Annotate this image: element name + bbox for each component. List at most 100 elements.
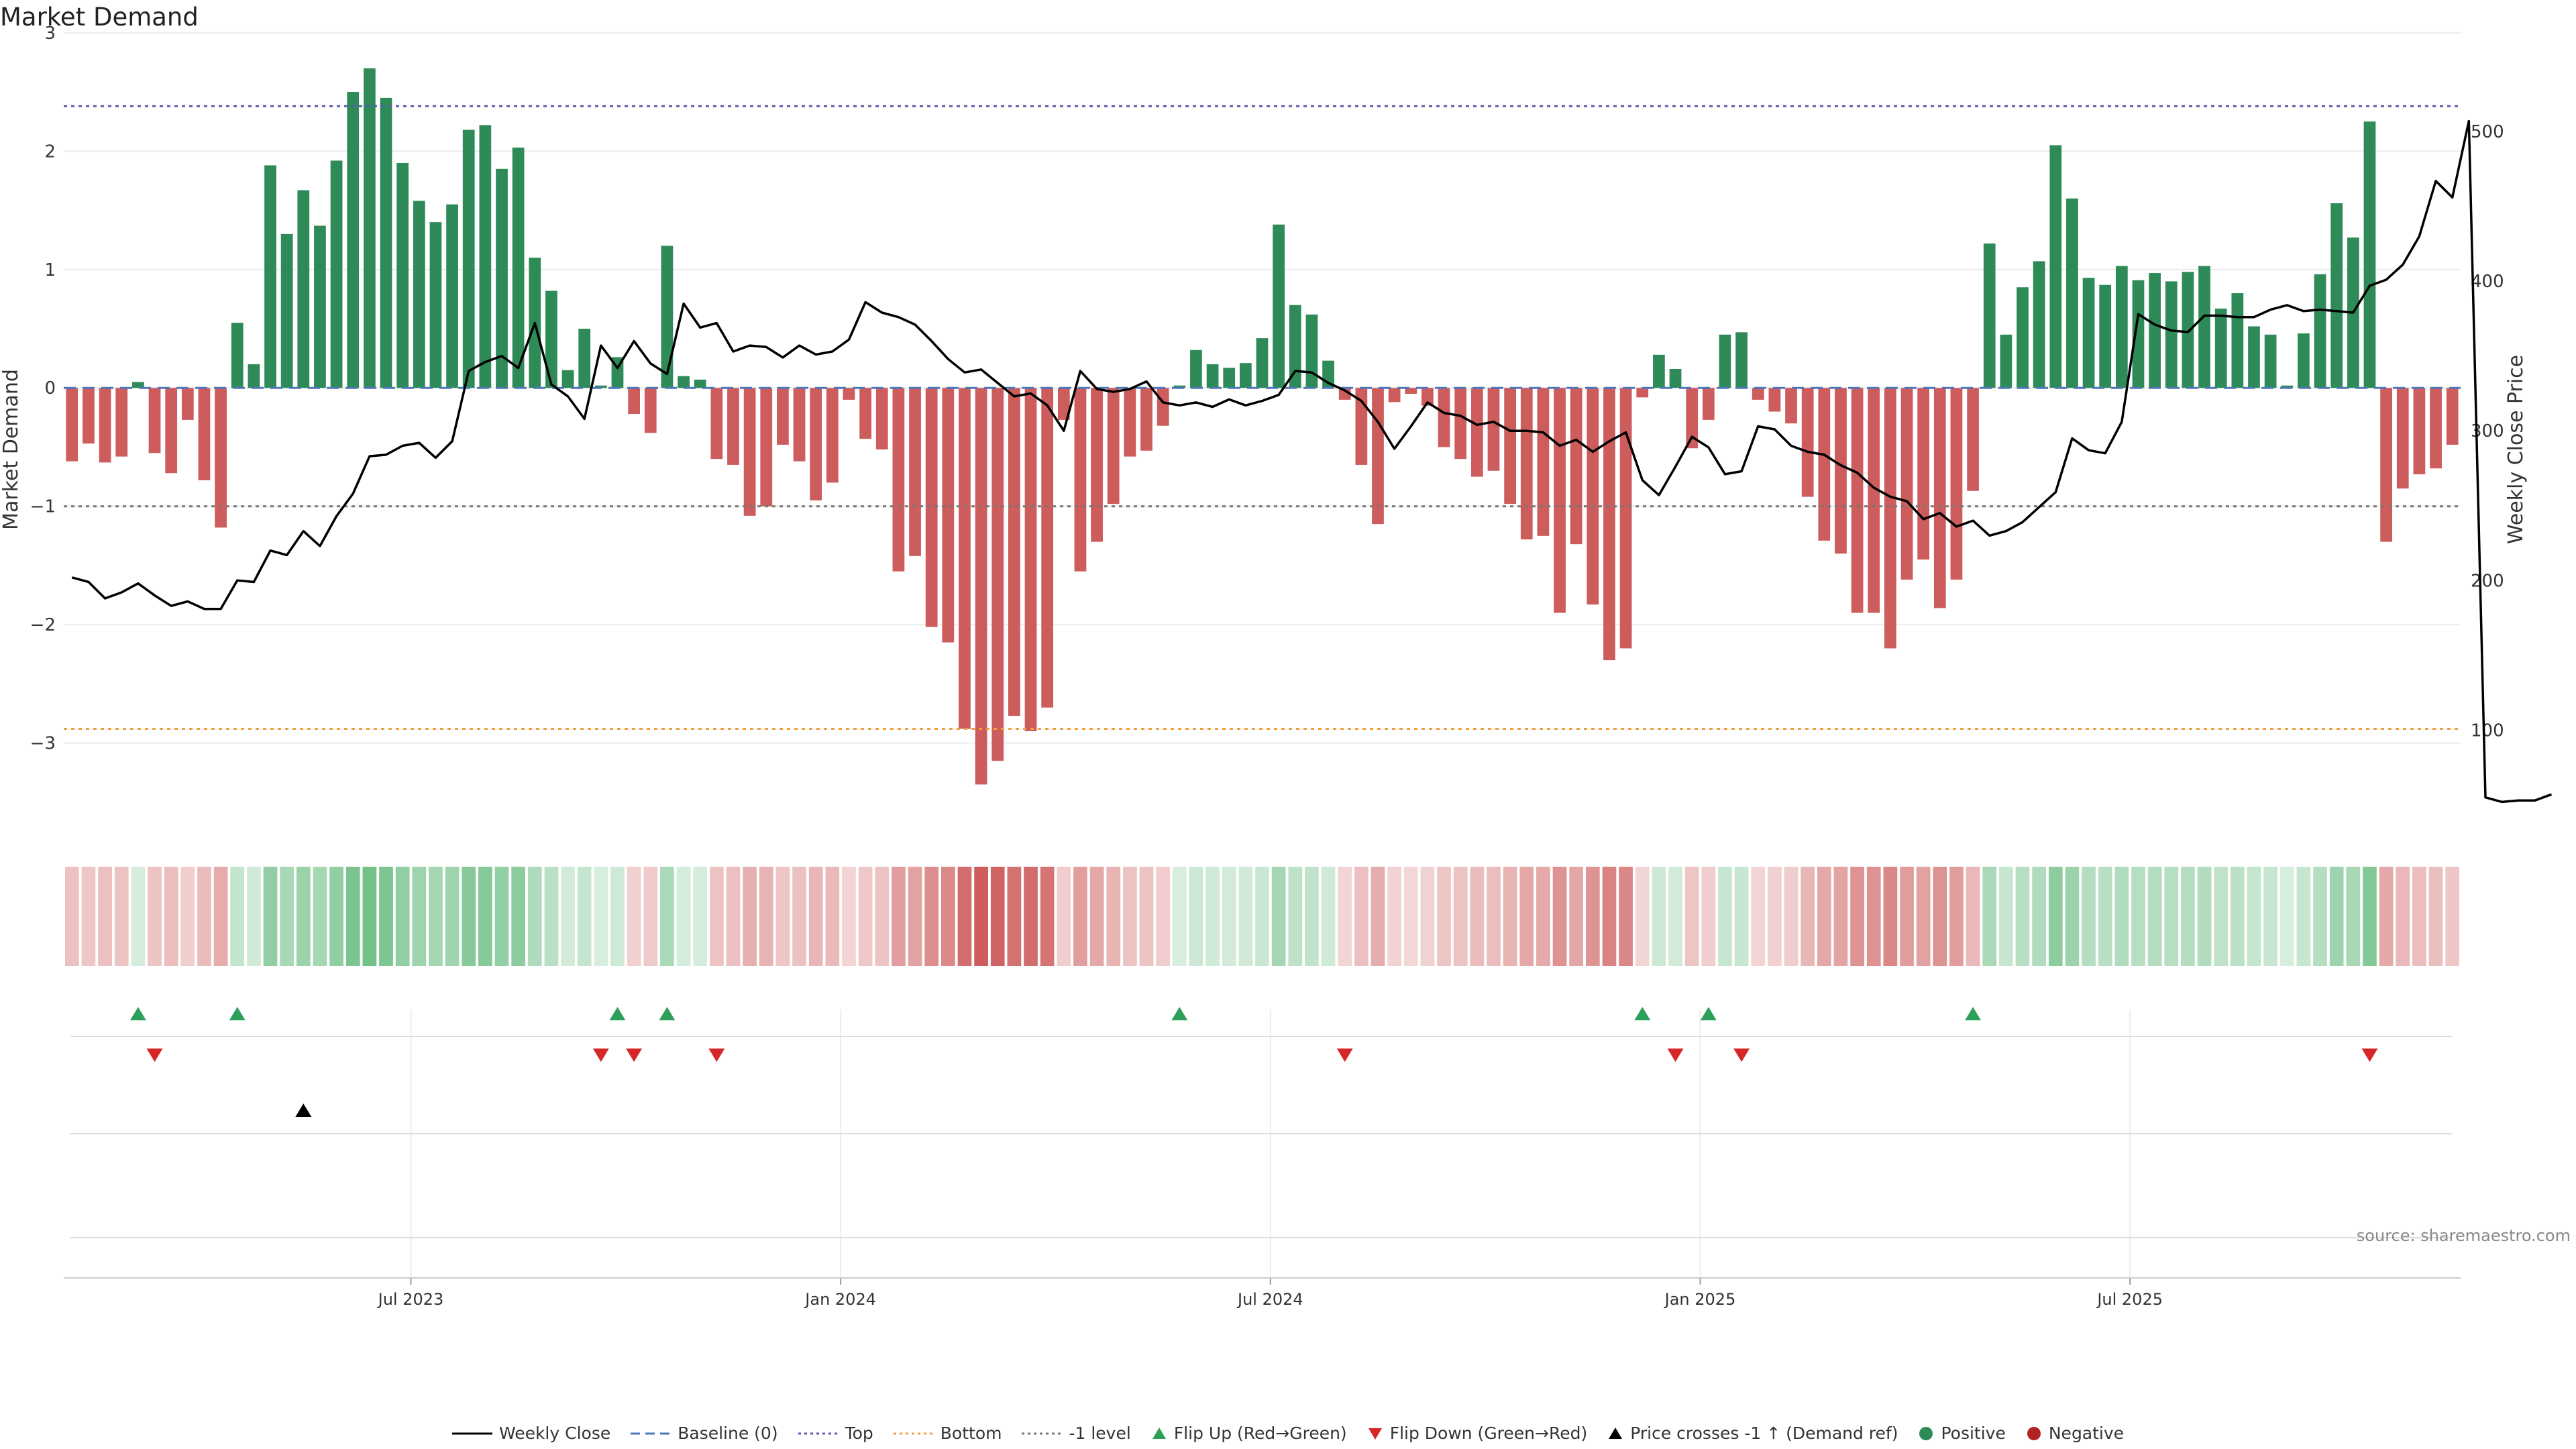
demand-bar xyxy=(264,165,276,388)
heat-cell xyxy=(2098,867,2112,966)
demand-bar xyxy=(1421,388,1434,406)
demand-bar xyxy=(280,233,293,388)
demand-bar xyxy=(1603,388,1615,661)
legend-symbol xyxy=(1022,1432,1063,1434)
heat-cell xyxy=(2412,867,2426,966)
legend-label: Flip Down (Green→Red) xyxy=(1389,1424,1588,1443)
heat-cell xyxy=(957,867,972,966)
flip-up-marker xyxy=(129,1007,146,1020)
demand-bar xyxy=(2165,281,2178,388)
demand-bar xyxy=(215,388,227,528)
demand-bar xyxy=(2066,198,2078,388)
legend-item: Flip Up (Red→Green) xyxy=(1151,1424,1347,1443)
demand-bar xyxy=(1256,338,1269,388)
demand-bar xyxy=(2446,388,2459,445)
heat-cell xyxy=(1073,867,1087,966)
legend-label: -1 level xyxy=(1069,1424,1131,1443)
demand-bar xyxy=(2000,334,2012,388)
heat-cell xyxy=(247,867,261,966)
legend-item: Price crosses -1 ↑ (Demand ref) xyxy=(1607,1424,1898,1443)
heat-cell xyxy=(296,867,311,966)
x-tick-label: Jul 2024 xyxy=(1236,1290,1303,1309)
demand-bar xyxy=(2132,280,2145,388)
demand-bar xyxy=(1338,388,1351,400)
demand-bar xyxy=(843,388,855,400)
demand-bar xyxy=(2396,388,2409,489)
demand-bar xyxy=(644,388,657,433)
y-tick-label: 3 xyxy=(44,23,56,44)
demand-bar xyxy=(1372,388,1384,525)
demand-bar xyxy=(1438,388,1450,447)
flip-down-marker xyxy=(2361,1049,2378,1062)
demand-bar xyxy=(594,385,607,388)
demand-bar xyxy=(1355,388,1368,465)
demand-bar xyxy=(198,388,211,480)
heat-cell xyxy=(230,867,245,966)
heat-cell xyxy=(2329,867,2344,966)
heat-strip xyxy=(64,867,2460,966)
heat-cell xyxy=(1569,867,1584,966)
demand-bar xyxy=(330,160,343,388)
demand-bar xyxy=(380,97,392,388)
flip-down-marker xyxy=(592,1049,609,1062)
x-tick-label: Jul 2023 xyxy=(377,1290,444,1309)
demand-bar xyxy=(2115,266,2128,388)
heat-cell xyxy=(676,867,691,966)
heat-cell xyxy=(1701,867,1716,966)
heat-cell xyxy=(974,867,988,966)
heat-cell xyxy=(213,867,228,966)
heat-cell xyxy=(1288,867,1303,966)
heat-cell xyxy=(2015,867,2030,966)
demand-bar xyxy=(1818,388,1831,541)
heat-cell xyxy=(197,867,211,966)
y-tick-label: 1 xyxy=(44,260,56,280)
demand-bar xyxy=(2298,333,2310,388)
demand-bar xyxy=(363,68,376,388)
y2-tick-label: 200 xyxy=(2471,571,2504,591)
heat-cell xyxy=(478,867,492,966)
demand-bar xyxy=(314,225,326,388)
heat-cell xyxy=(2048,867,2063,966)
demand-bar xyxy=(297,190,310,388)
heat-cell xyxy=(1900,867,1914,966)
demand-bar xyxy=(975,388,987,785)
heat-cell xyxy=(98,867,112,966)
heat-cell xyxy=(2214,867,2229,966)
demand-bar xyxy=(2049,145,2062,388)
heat-cell xyxy=(2114,867,2129,966)
heat-cell xyxy=(114,867,129,966)
legend-label: Bottom xyxy=(940,1424,1002,1443)
demand-bar xyxy=(561,370,574,388)
heat-cell xyxy=(1751,867,1766,966)
legend-item: Negative xyxy=(2026,1424,2124,1443)
heat-cell xyxy=(2263,867,2277,966)
demand-bar xyxy=(2430,388,2442,469)
heat-cell xyxy=(627,867,641,966)
heat-cell xyxy=(1949,867,1964,966)
heat-cell xyxy=(1156,867,1171,966)
heat-cell xyxy=(263,867,278,966)
demand-bar xyxy=(1157,388,1169,426)
demand-bar xyxy=(512,148,525,388)
price-cross-marker xyxy=(295,1104,312,1117)
signal-rows xyxy=(70,1007,2452,1238)
heat-cell xyxy=(1139,867,1154,966)
heat-cell xyxy=(1999,867,2013,966)
flip-down-marker xyxy=(708,1049,725,1062)
heat-cell xyxy=(1222,867,1236,966)
demand-bar xyxy=(1636,388,1649,398)
heat-cell xyxy=(2313,867,2327,966)
demand-bar xyxy=(1933,388,1946,608)
y2-tick-label: 100 xyxy=(2471,720,2504,741)
heat-cell xyxy=(1024,867,1038,966)
demand-bar xyxy=(1140,388,1152,451)
flip-up-marker xyxy=(1700,1007,1717,1020)
heat-cell xyxy=(1387,867,1401,966)
demand-bar xyxy=(248,364,260,388)
demand-bar xyxy=(496,168,508,388)
legend-symbol xyxy=(1919,1426,1933,1440)
heat-cell xyxy=(941,867,955,966)
legend-label: Weekly Close xyxy=(498,1424,611,1443)
legend-symbol xyxy=(451,1432,492,1434)
